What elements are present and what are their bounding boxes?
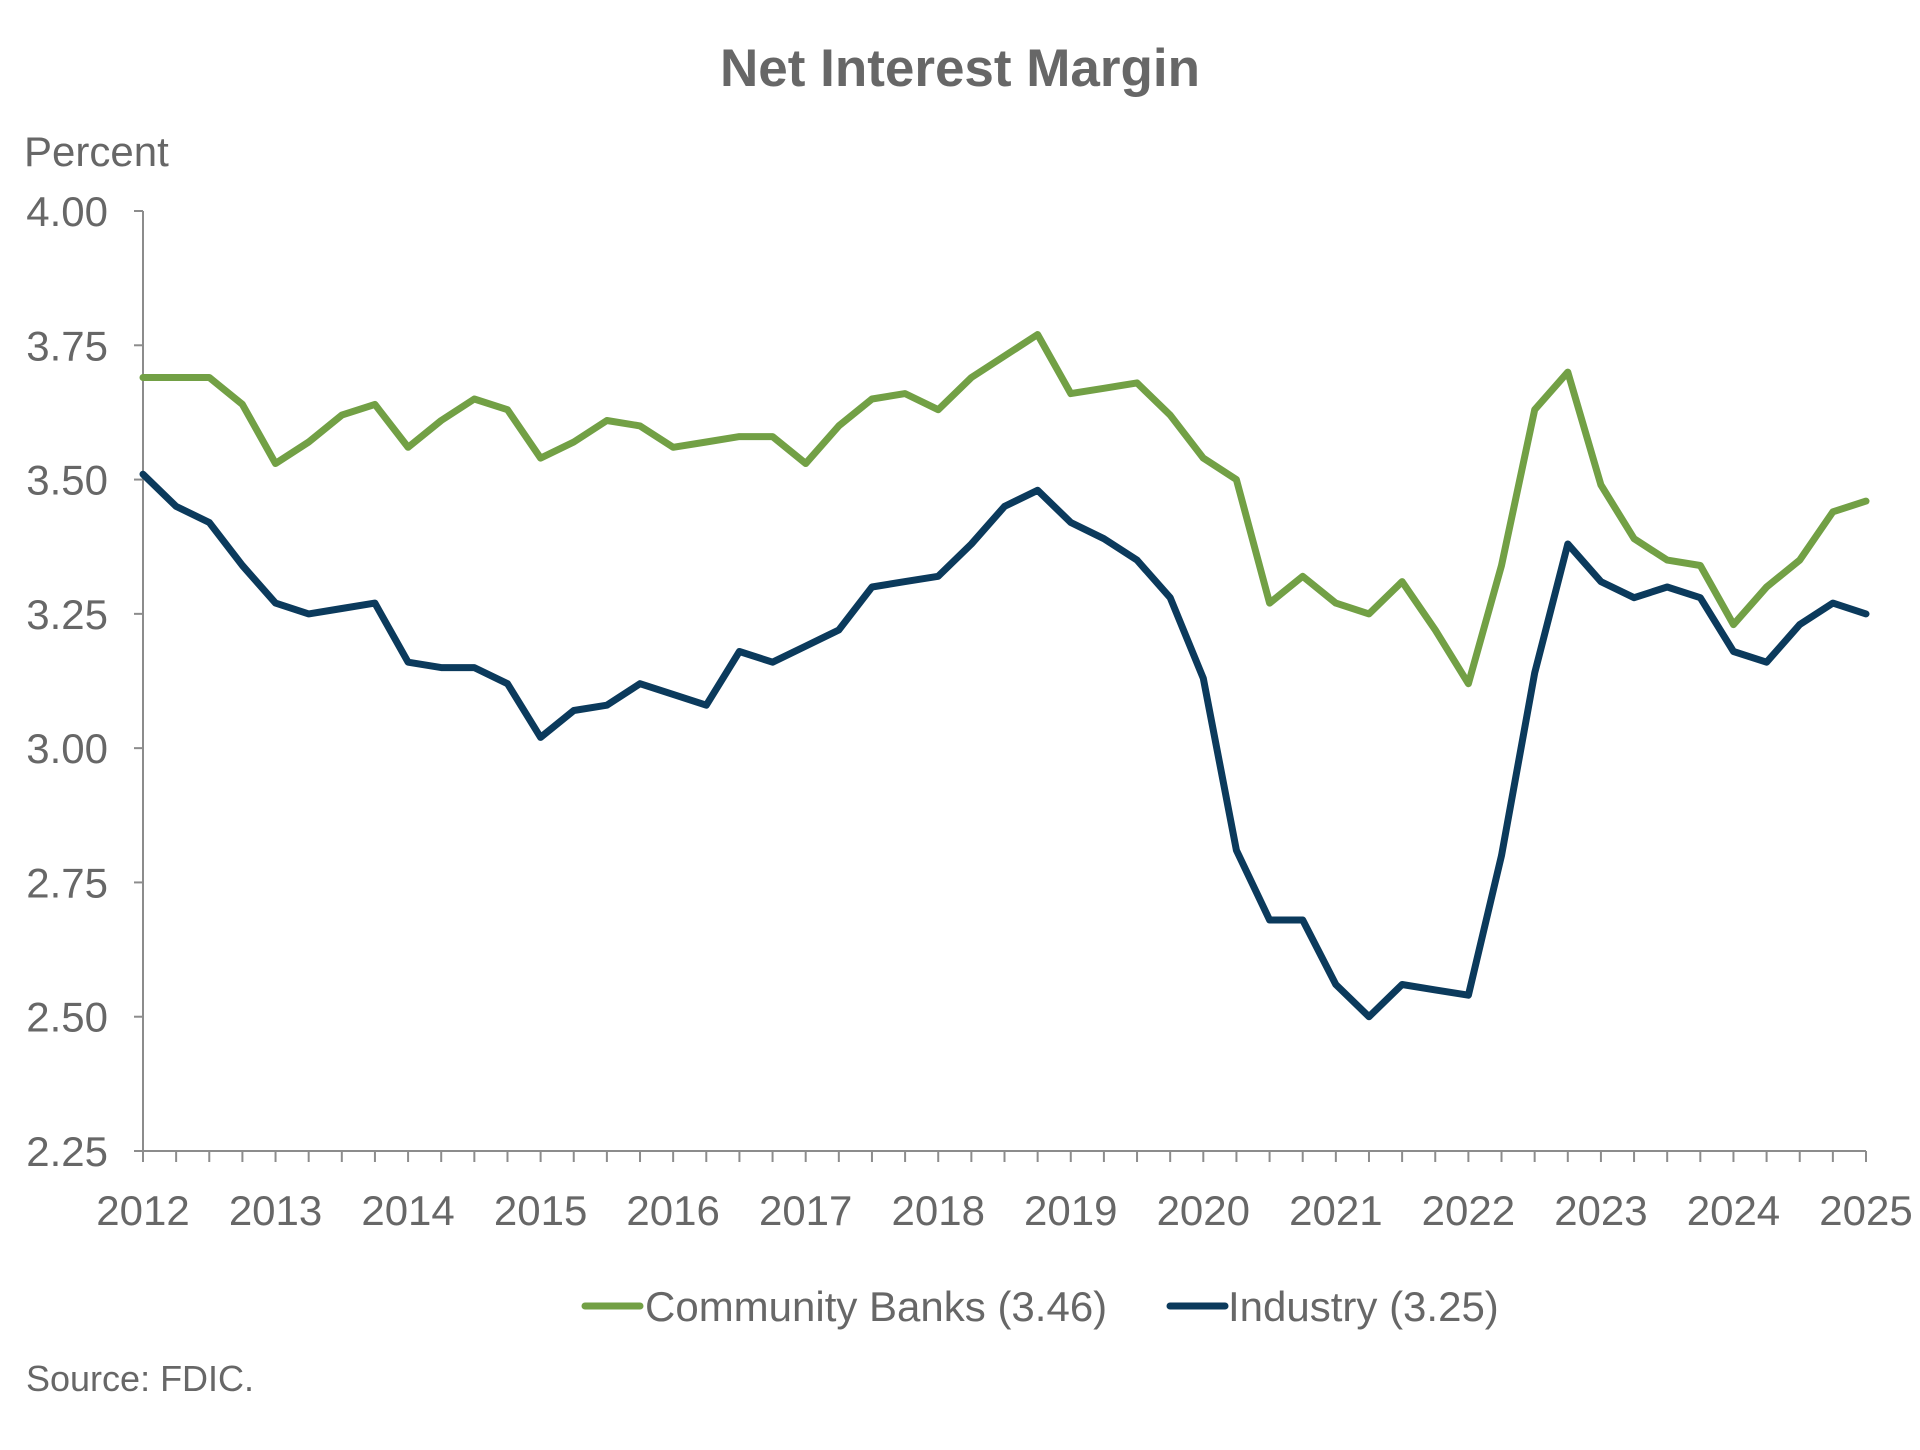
x-tick-label: 2013 xyxy=(229,1187,322,1234)
x-tick-label: 2022 xyxy=(1422,1187,1515,1234)
y-tick-label: 2.75 xyxy=(26,859,108,906)
x-tick-label: 2014 xyxy=(361,1187,454,1234)
x-tick-label: 2023 xyxy=(1554,1187,1647,1234)
series-lines xyxy=(139,331,1870,1021)
y-tick-label: 2.25 xyxy=(26,1128,108,1175)
x-tick-label: 2017 xyxy=(759,1187,852,1234)
x-axis: 2012 2013 2014 2015 2016 2017 2018 2019 2020 2021… xyxy=(96,1150,1913,1234)
x-tick-label: 2019 xyxy=(1024,1187,1117,1234)
y-tick-label: 3.75 xyxy=(26,322,108,369)
source-note: Source: FDIC. xyxy=(26,1358,254,1399)
legend: Community Banks (3.46) Industry (3.25) xyxy=(581,1283,1499,1330)
series-line-industry xyxy=(139,470,1870,1021)
y-axis: 4.00 3.75 3.50 3.25 3.00 2.75 2.50 2.25 xyxy=(26,188,144,1175)
series-line-community-banks xyxy=(139,331,1870,688)
legend-label: Industry (3.25) xyxy=(1228,1283,1499,1330)
y-axis-unit-label: Percent xyxy=(24,128,169,175)
x-tick-label: 2021 xyxy=(1289,1187,1382,1234)
y-tick-label: 3.50 xyxy=(26,457,108,504)
legend-label: Community Banks (3.46) xyxy=(645,1283,1107,1330)
x-tick-label: 2012 xyxy=(96,1187,189,1234)
x-tick-label: 2025 xyxy=(1819,1187,1912,1234)
x-tick-label: 2018 xyxy=(892,1187,985,1234)
x-tick-label: 2016 xyxy=(626,1187,719,1234)
x-tick-label: 2015 xyxy=(494,1187,587,1234)
y-tick-label: 4.00 xyxy=(26,188,108,235)
y-tick-label: 3.25 xyxy=(26,591,108,638)
x-tick-label: 2020 xyxy=(1157,1187,1250,1234)
x-tick-label: 2024 xyxy=(1687,1187,1780,1234)
chart-title: Net Interest Margin xyxy=(720,39,1200,98)
y-tick-label: 2.50 xyxy=(26,994,108,1041)
y-tick-label: 3.00 xyxy=(26,725,108,772)
